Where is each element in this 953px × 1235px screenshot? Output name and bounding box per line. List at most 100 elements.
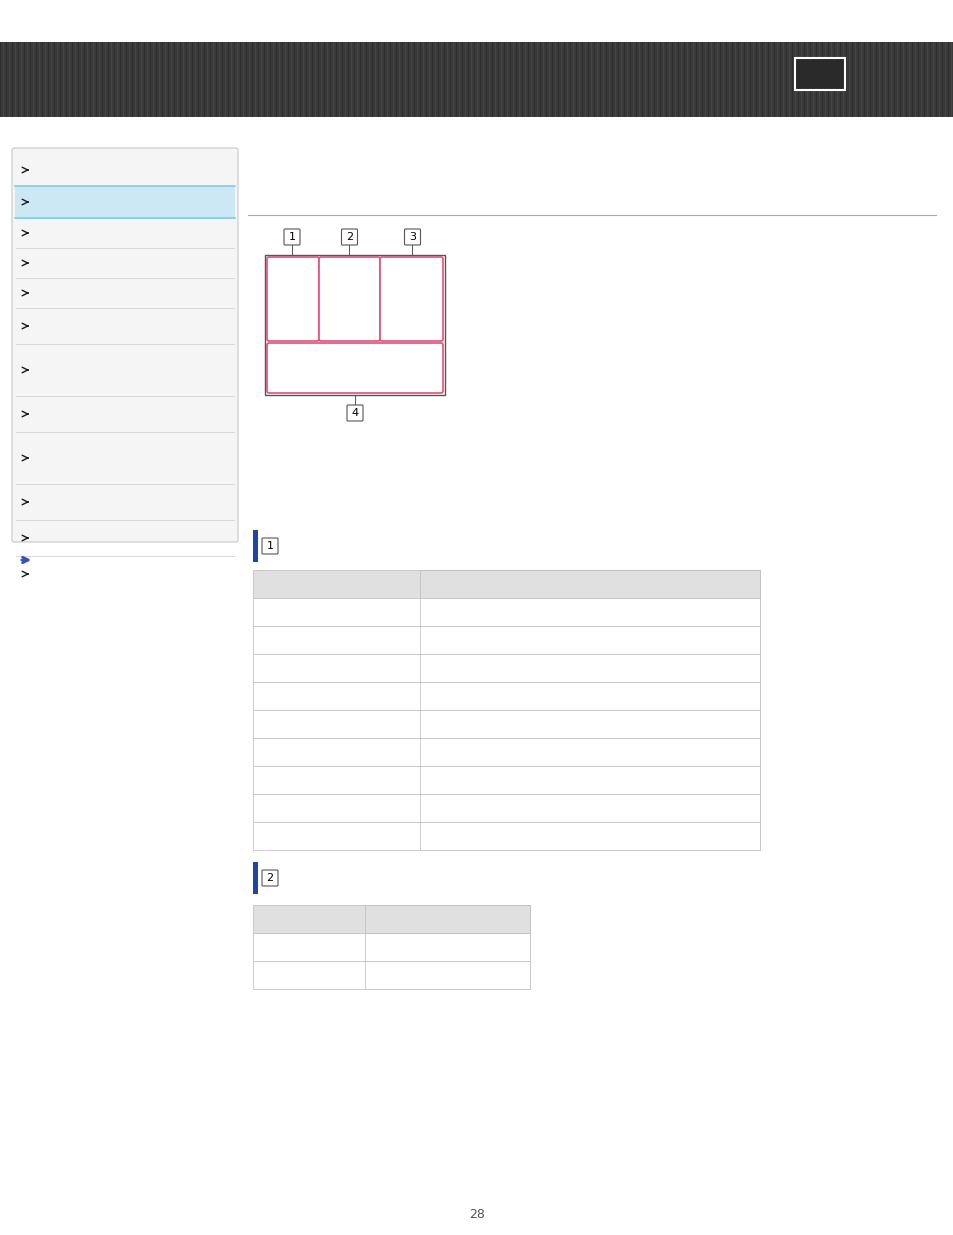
Bar [419, 682, 760, 710]
Bar [497, 42, 498, 117]
Bar [419, 794, 760, 823]
Bar [923, 42, 924, 117]
Bar [590, 42, 592, 117]
Bar [911, 42, 912, 117]
Bar [285, 42, 286, 117]
Bar [39, 42, 40, 117]
Bar [938, 42, 940, 117]
Bar [471, 42, 472, 117]
Bar [327, 42, 328, 117]
Bar [120, 42, 121, 117]
Bar [48, 42, 50, 117]
Bar [419, 739, 760, 766]
Bar [914, 42, 915, 117]
Bar [365, 905, 530, 932]
Bar [320, 42, 322, 117]
Bar [267, 42, 268, 117]
Text: 1: 1 [266, 541, 274, 551]
Bar [683, 42, 684, 117]
Bar [524, 42, 526, 117]
Bar [299, 42, 301, 117]
Bar [647, 42, 649, 117]
Bar [725, 42, 726, 117]
Bar [545, 42, 547, 117]
Bar [752, 42, 754, 117]
Bar [861, 42, 862, 117]
Bar [926, 42, 927, 117]
Bar [527, 42, 529, 117]
Bar [450, 42, 451, 117]
Bar [576, 42, 577, 117]
Bar [626, 42, 627, 117]
Bar [105, 42, 106, 117]
Bar [573, 42, 574, 117]
Bar [411, 42, 412, 117]
Bar [253, 682, 760, 710]
Bar [474, 42, 475, 117]
Bar [215, 42, 217, 117]
Bar [183, 42, 184, 117]
Bar [780, 42, 781, 117]
Bar [75, 42, 76, 117]
Bar [875, 42, 876, 117]
Bar [560, 42, 561, 117]
Bar [372, 42, 373, 117]
Bar [369, 42, 370, 117]
Bar [563, 42, 564, 117]
Bar [57, 42, 58, 117]
Bar [759, 42, 760, 117]
Bar [395, 42, 396, 117]
Bar [728, 42, 729, 117]
Bar [827, 42, 828, 117]
Bar [189, 42, 190, 117]
Bar [578, 42, 579, 117]
Bar [773, 42, 775, 117]
Bar [534, 42, 535, 117]
Bar [506, 42, 508, 117]
Bar [539, 42, 540, 117]
Bar [275, 42, 277, 117]
Bar [141, 42, 142, 117]
Bar [476, 42, 477, 117]
Bar [414, 42, 415, 117]
Bar [18, 42, 19, 117]
Bar [419, 710, 760, 739]
Bar [356, 42, 357, 117]
Bar [908, 42, 909, 117]
Bar [270, 42, 271, 117]
Bar [620, 42, 621, 117]
Bar [222, 42, 223, 117]
Bar [194, 42, 196, 117]
Bar [743, 42, 744, 117]
Bar [920, 42, 922, 117]
Bar [612, 42, 613, 117]
Bar [513, 42, 514, 117]
Bar [348, 42, 349, 117]
Bar [500, 42, 501, 117]
Bar [641, 42, 642, 117]
Bar [123, 42, 124, 117]
Bar [461, 42, 463, 117]
Bar [351, 42, 352, 117]
Bar [144, 42, 145, 117]
Bar [243, 42, 244, 117]
Bar [204, 42, 205, 117]
FancyBboxPatch shape [262, 538, 277, 555]
Bar [24, 42, 25, 117]
Bar [689, 42, 691, 117]
Bar [81, 42, 82, 117]
Bar [548, 42, 550, 117]
Bar [9, 42, 10, 117]
Bar [636, 42, 637, 117]
Bar [132, 42, 133, 117]
Bar [749, 42, 750, 117]
Bar [803, 42, 804, 117]
Bar [495, 42, 496, 117]
Bar [387, 42, 388, 117]
Bar [42, 42, 43, 117]
Bar [665, 42, 666, 117]
Bar [521, 42, 522, 117]
Bar [654, 42, 655, 117]
Bar [833, 42, 834, 117]
Bar [113, 42, 115, 117]
